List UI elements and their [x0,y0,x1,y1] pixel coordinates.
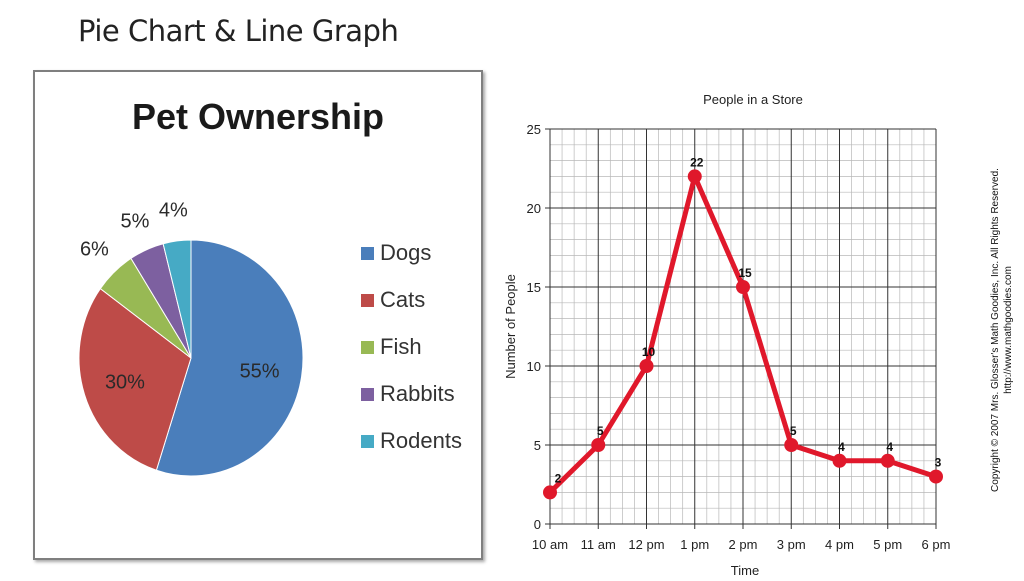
x-tick-label: 6 pm [922,537,951,552]
line-chart-panel: People in a Store 0 5 10 15 20 25 10 am 11 am 12 … [495,84,965,578]
data-label: 4 [838,440,845,454]
data-label: 5 [597,424,604,438]
x-axis-label: Time [731,563,759,576]
data-label: 5 [790,424,797,438]
x-tick-label: 11 am [581,537,616,552]
copyright-notice: Copyright © 2007 Mrs. Glosser's Math Goo… [989,130,1015,530]
data-label: 3 [935,456,942,470]
data-point [832,453,847,468]
data-label: 2 [555,471,562,485]
pie-data-label: 4% [159,199,188,221]
pie-chart: 55% 30% 6% 5% 4% Dogs Cats Fish Rabbits Rodents [78,199,462,477]
x-tick-label: 1 pm [680,537,709,552]
line-chart-title: People in a Store [703,92,803,107]
data-label: 4 [886,440,893,454]
legend-label: Dogs [380,240,431,265]
slide-title: Pie Chart & Line Graph [78,14,399,48]
data-point [736,280,750,294]
pie-data-label: 30% [105,372,145,394]
data-point [639,359,654,373]
pie-slice-cats [78,287,192,471]
data-point [543,485,557,500]
y-tick-label: 20 [527,201,541,216]
data-point [784,438,799,452]
pie-data-label: 55% [240,360,280,382]
pie-slice-dogs [155,239,304,477]
legend-label: Fish [380,334,422,359]
y-tick-label: 10 [527,359,541,374]
y-tick-label: 25 [527,122,541,137]
pie-slice-rodents [162,239,192,359]
x-tick-label: 3 pm [777,537,806,552]
data-point [929,469,943,484]
x-tick-label: 2 pm [729,537,758,552]
data-point [591,438,606,452]
y-tick-label: 5 [534,438,541,453]
pie-data-label: 6% [80,239,109,261]
data-point [687,169,702,184]
legend-swatch [361,435,374,448]
legend-swatch [361,388,374,401]
x-tick-label: 5 pm [873,537,902,552]
legend-label: Rabbits [380,381,455,406]
x-tick-label: 10 am [532,537,568,552]
data-point [880,453,895,468]
pie-chart-title: Pet Ownership [131,96,385,137]
data-label: 15 [738,266,752,280]
copyright-text: Copyright © 2007 Mrs. Glosser's Math Goo… [990,168,1001,492]
legend-swatch [361,247,374,260]
pie-chart-panel: Pet Ownership 55% 30% 6% 5% 4% Dogs Cats Fish Ra… [33,70,483,560]
legend-swatch [361,294,374,307]
copyright-url: http://www.mathgoodies.com [1003,266,1014,394]
pie-data-label: 5% [121,211,150,233]
y-tick-label: 0 [534,517,541,532]
legend-label: Cats [380,287,425,312]
x-tick-label: 4 pm [825,537,854,552]
y-tick-label: 15 [527,280,541,295]
y-axis-label: Number of People [503,274,518,379]
data-label: 22 [690,155,704,169]
legend-swatch [361,341,374,354]
x-tick-label: 12 pm [628,537,664,552]
data-label: 10 [642,345,656,359]
legend-label: Rodents [380,428,462,453]
